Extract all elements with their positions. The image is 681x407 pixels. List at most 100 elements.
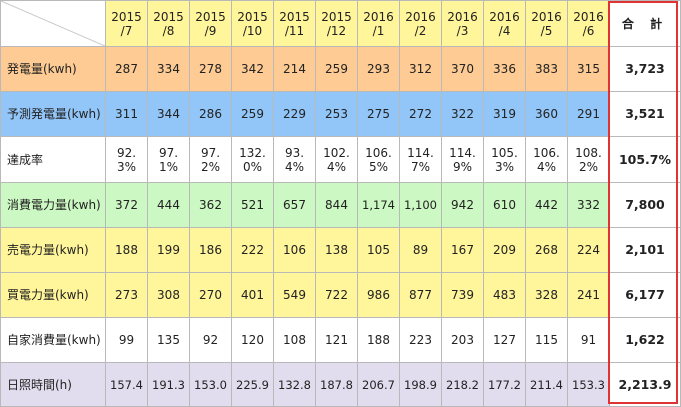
- table-row: 達成率 92. 3% 97. 1% 97. 2% 132. 0% 93. 4% 102. 4…: [0, 136, 681, 183]
- value-cell: 191.3: [147, 362, 190, 407]
- value-cell: 336: [483, 46, 526, 92]
- value-cell: 108: [273, 317, 316, 363]
- table-row: 予測発電量(kwh) 311 344 286 259 229 253 275 272 322 319…: [0, 91, 681, 137]
- value-cell: 334: [147, 46, 190, 92]
- value-cell: 211.4: [525, 362, 568, 407]
- value-cell: 93. 4%: [273, 136, 316, 183]
- value-cell: 92. 3%: [105, 136, 148, 183]
- month-header: 2016 /5: [525, 0, 568, 47]
- value-cell: 273: [105, 272, 148, 318]
- value-cell: 483: [483, 272, 526, 318]
- row-total: 6,177: [609, 272, 681, 318]
- value-cell: 986: [357, 272, 400, 318]
- row-label: 自家消費量(kwh): [0, 317, 106, 363]
- value-cell: 362: [189, 182, 232, 228]
- value-cell: 229: [273, 91, 316, 137]
- value-cell: 121: [315, 317, 358, 363]
- value-cell: 157.4: [105, 362, 148, 407]
- month-header: 2016 /6: [567, 0, 610, 47]
- month-header: 2016 /4: [483, 0, 526, 47]
- value-cell: 105: [357, 227, 400, 273]
- value-cell: 268: [525, 227, 568, 273]
- value-cell: 610: [483, 182, 526, 228]
- value-cell: 203: [441, 317, 484, 363]
- row-total: 7,800: [609, 182, 681, 228]
- month-header: 2016 /2: [399, 0, 442, 47]
- value-cell: 114. 7%: [399, 136, 442, 183]
- table-body: 発電量(kwh) 287 334 278 342 214 259 293 312 370 336 38…: [0, 46, 681, 407]
- value-cell: 222: [231, 227, 274, 273]
- value-cell: 99: [105, 317, 148, 363]
- table-row: 消費電力量(kwh) 372 444 362 521 657 844 1,174 1,100 94…: [0, 182, 681, 228]
- value-cell: 342: [231, 46, 274, 92]
- value-cell: 278: [189, 46, 232, 92]
- row-total: 105.7%: [609, 136, 681, 183]
- row-label: 売電力量(kwh): [0, 227, 106, 273]
- value-cell: 328: [525, 272, 568, 318]
- value-cell: 259: [231, 91, 274, 137]
- header-row: 2015 /7 2015 /8 2015 /9 2015 /10 2015 /11 201…: [0, 0, 681, 47]
- month-header: 2015 /10: [231, 0, 274, 47]
- value-cell: 844: [315, 182, 358, 228]
- month-header: 2016 /1: [357, 0, 400, 47]
- row-label: 予測発電量(kwh): [0, 91, 106, 137]
- row-total: 3,723: [609, 46, 681, 92]
- value-cell: 1,174: [357, 182, 400, 228]
- value-cell: 97. 2%: [189, 136, 232, 183]
- value-cell: 115: [525, 317, 568, 363]
- value-cell: 360: [525, 91, 568, 137]
- diagonal-divider-icon: [1, 1, 105, 46]
- value-cell: 188: [105, 227, 148, 273]
- value-cell: 549: [273, 272, 316, 318]
- month-header: 2015 /7: [105, 0, 148, 47]
- value-cell: 401: [231, 272, 274, 318]
- value-cell: 106: [273, 227, 316, 273]
- value-cell: 877: [399, 272, 442, 318]
- month-header: 2015 /11: [273, 0, 316, 47]
- value-cell: 198.9: [399, 362, 442, 407]
- value-cell: 132. 0%: [231, 136, 274, 183]
- value-cell: 442: [525, 182, 568, 228]
- value-cell: 102. 4%: [315, 136, 358, 183]
- row-label: 発電量(kwh): [0, 46, 106, 92]
- value-cell: 444: [147, 182, 190, 228]
- value-cell: 187.8: [315, 362, 358, 407]
- value-cell: 657: [273, 182, 316, 228]
- value-cell: 319: [483, 91, 526, 137]
- value-cell: 120: [231, 317, 274, 363]
- value-cell: 315: [567, 46, 610, 92]
- row-label: 消費電力量(kwh): [0, 182, 106, 228]
- value-cell: 199: [147, 227, 190, 273]
- value-cell: 1,100: [399, 182, 442, 228]
- row-label: 買電力量(kwh): [0, 272, 106, 318]
- value-cell: 253: [315, 91, 358, 137]
- value-cell: 135: [147, 317, 190, 363]
- value-cell: 344: [147, 91, 190, 137]
- value-cell: 225.9: [231, 362, 274, 407]
- value-cell: 97. 1%: [147, 136, 190, 183]
- month-header: 2016 /3: [441, 0, 484, 47]
- value-cell: 308: [147, 272, 190, 318]
- value-cell: 153.0: [189, 362, 232, 407]
- value-cell: 259: [315, 46, 358, 92]
- row-label: 達成率: [0, 136, 106, 183]
- value-cell: 322: [441, 91, 484, 137]
- value-cell: 372: [105, 182, 148, 228]
- value-cell: 287: [105, 46, 148, 92]
- value-cell: 383: [525, 46, 568, 92]
- value-cell: 241: [567, 272, 610, 318]
- value-cell: 106. 5%: [357, 136, 400, 183]
- value-cell: 89: [399, 227, 442, 273]
- value-cell: 91: [567, 317, 610, 363]
- value-cell: 275: [357, 91, 400, 137]
- table-row: 発電量(kwh) 287 334 278 342 214 259 293 312 370 336 38…: [0, 46, 681, 92]
- value-cell: 114. 9%: [441, 136, 484, 183]
- row-total: 2,101: [609, 227, 681, 273]
- value-cell: 311: [105, 91, 148, 137]
- value-cell: 270: [189, 272, 232, 318]
- value-cell: 291: [567, 91, 610, 137]
- row-label: 日照時間(h): [0, 362, 106, 407]
- value-cell: 92: [189, 317, 232, 363]
- value-cell: 739: [441, 272, 484, 318]
